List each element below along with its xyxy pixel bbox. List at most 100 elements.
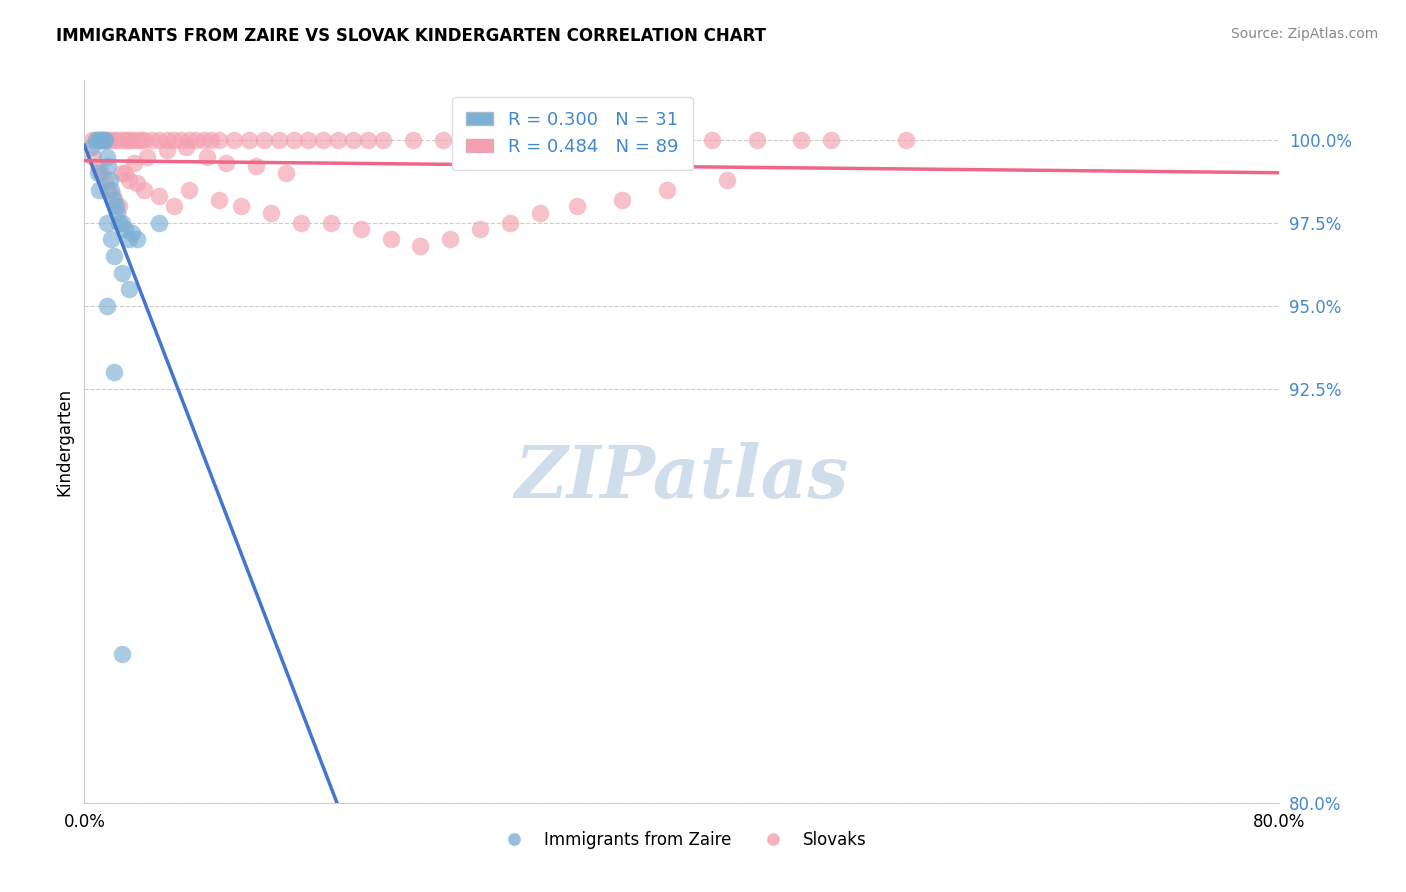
Point: [100, 183, 122, 197]
Point: [499, 216, 522, 230]
Point: [97, 183, 120, 197]
Point: [319, 216, 342, 230]
Point: [111, 166, 134, 180]
Point: [94, 133, 117, 147]
Point: [89, 133, 111, 147]
Point: [90, 166, 112, 180]
Point: [402, 133, 425, 147]
Point: [141, 133, 163, 147]
Point: [107, 216, 129, 230]
Text: IMMIGRANTS FROM ZAIRE VS SLOVAK KINDERGARTEN CORRELATION CHART: IMMIGRANTS FROM ZAIRE VS SLOVAK KINDERGA…: [56, 27, 766, 45]
Point: [231, 199, 253, 213]
Point: [136, 149, 159, 163]
Point: [87, 160, 110, 174]
Point: [103, 133, 125, 147]
Point: [328, 133, 350, 147]
Point: [215, 156, 238, 170]
Point: [529, 206, 551, 220]
Point: [170, 133, 193, 147]
Point: [290, 216, 312, 230]
Point: [380, 232, 402, 246]
Point: [470, 222, 492, 236]
Point: [148, 216, 170, 230]
Point: [186, 133, 208, 147]
Point: [107, 199, 129, 213]
Point: [820, 133, 842, 147]
Point: [409, 239, 432, 253]
Point: [148, 133, 170, 147]
Point: [461, 133, 484, 147]
Point: [118, 172, 141, 186]
Point: [716, 172, 738, 186]
Point: [132, 133, 156, 147]
Point: [101, 189, 124, 203]
Point: [96, 299, 118, 313]
Point: [260, 206, 283, 220]
Point: [350, 222, 373, 236]
Point: [492, 133, 515, 147]
Point: [129, 133, 152, 147]
Point: [522, 133, 544, 147]
Point: [118, 282, 141, 296]
Point: [432, 133, 454, 147]
Point: [222, 133, 245, 147]
Point: [596, 133, 619, 147]
Text: ZIPatlas: ZIPatlas: [515, 442, 849, 513]
Point: [267, 133, 290, 147]
Point: [103, 365, 125, 379]
Point: [163, 133, 186, 147]
Point: [312, 133, 335, 147]
Point: [245, 160, 267, 174]
Point: [125, 232, 148, 246]
Point: [655, 183, 678, 197]
Point: [612, 193, 634, 207]
Point: [93, 133, 115, 147]
Point: [200, 133, 222, 147]
Point: [208, 133, 231, 147]
Point: [745, 133, 768, 147]
Point: [111, 216, 134, 230]
Point: [177, 183, 200, 197]
Point: [177, 133, 200, 147]
Point: [700, 133, 723, 147]
Point: [103, 249, 125, 263]
Point: [86, 133, 108, 147]
Point: [238, 133, 260, 147]
Point: [193, 133, 215, 147]
Point: [97, 160, 120, 174]
Point: [155, 133, 177, 147]
Point: [283, 133, 305, 147]
Point: [253, 133, 276, 147]
Legend: Immigrants from Zaire, Slovaks: Immigrants from Zaire, Slovaks: [491, 824, 873, 856]
Point: [80, 133, 103, 147]
Point: [125, 133, 148, 147]
Point: [790, 133, 813, 147]
Point: [671, 133, 693, 147]
Point: [342, 133, 364, 147]
Point: [118, 133, 141, 147]
Point: [567, 199, 589, 213]
Point: [439, 232, 461, 246]
Point: [357, 133, 380, 147]
Point: [89, 133, 111, 147]
Point: [373, 133, 395, 147]
Point: [96, 149, 118, 163]
Point: [87, 166, 110, 180]
Point: [98, 133, 121, 147]
Point: [163, 199, 186, 213]
Point: [174, 139, 197, 153]
Point: [121, 133, 143, 147]
Point: [90, 133, 112, 147]
Point: [132, 183, 156, 197]
Point: [100, 232, 122, 246]
Point: [121, 226, 143, 240]
Point: [91, 133, 114, 147]
Point: [148, 189, 170, 203]
Point: [114, 166, 136, 180]
Point: [195, 149, 218, 163]
Y-axis label: Kindergarten: Kindergarten: [55, 387, 73, 496]
Point: [96, 133, 118, 147]
Point: [105, 133, 128, 147]
Point: [94, 172, 117, 186]
Point: [118, 232, 141, 246]
